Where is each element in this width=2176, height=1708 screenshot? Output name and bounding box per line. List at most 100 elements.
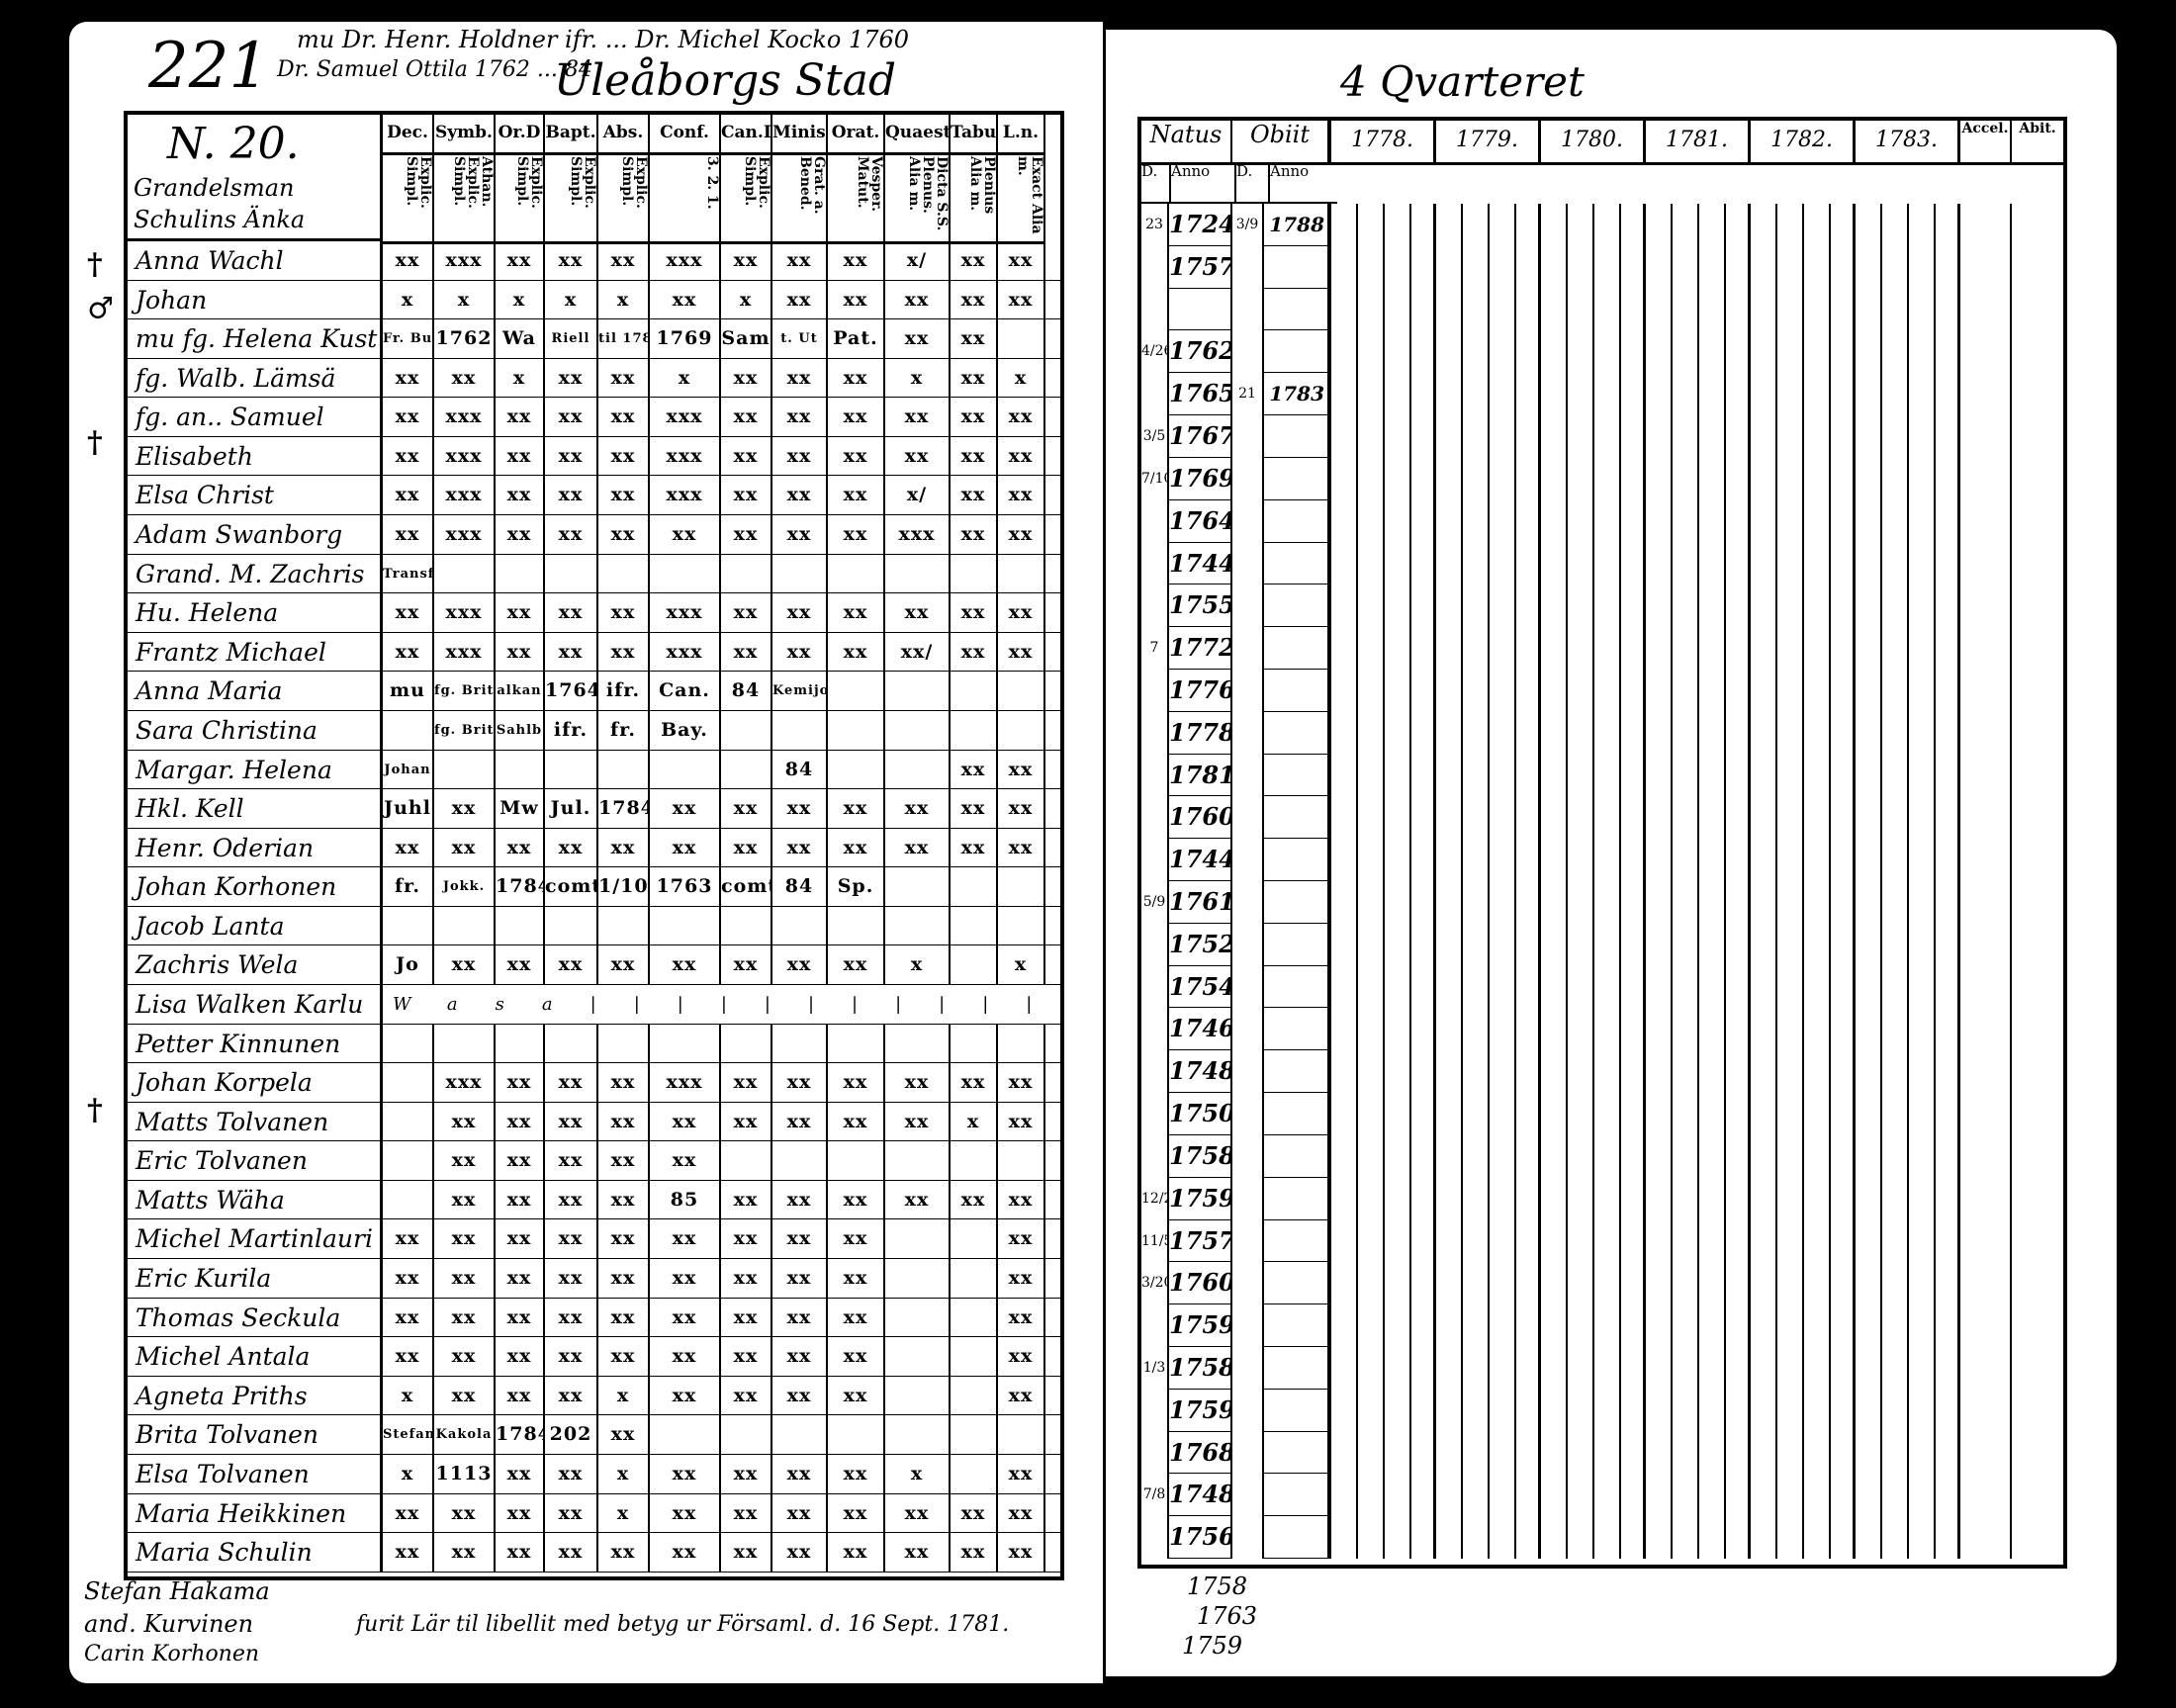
- year-cell: [1646, 1304, 1751, 1347]
- year-cell: [1541, 965, 1646, 1009]
- year-cell: [1856, 881, 1960, 924]
- birth-year: 1754: [1169, 965, 1232, 1009]
- register-row: 1759: [1141, 1389, 2063, 1432]
- death-year: [1264, 1474, 1331, 1517]
- column-header: Orat.: [828, 115, 885, 152]
- mark-cell: xx: [598, 398, 650, 436]
- mark-cell: Can.: [650, 672, 721, 710]
- abit-cell: [2012, 924, 2063, 966]
- mark-cell: xx: [721, 1376, 772, 1415]
- register-row: 1752: [1141, 923, 2063, 966]
- year-cell: [1331, 1516, 1436, 1559]
- year-header: 1780.: [1541, 121, 1646, 162]
- bottom-year: 1759: [1182, 1632, 1243, 1660]
- mark-cell: xx: [721, 789, 772, 828]
- birth-day: [1141, 1093, 1169, 1135]
- mark-cell: xx: [721, 1063, 772, 1102]
- year-cell: [1331, 1262, 1436, 1305]
- right-subheaders: D. Anno D. Anno: [1141, 162, 1337, 204]
- abit-cell: [2012, 1262, 2063, 1304]
- mark-cell: [885, 672, 951, 710]
- mark-strip: Wasa|||||||||||: [393, 993, 1045, 1015]
- mark-cell: 1784: [598, 789, 650, 828]
- table-row: Sara Christina fg. BritaSahlbifr.fr.Bay.: [128, 710, 1060, 751]
- register-row: 1778: [1141, 711, 2063, 755]
- mark-cell: xx: [828, 1063, 885, 1102]
- mark-cell: xx: [545, 1376, 598, 1415]
- table-row: Maria Schulin xx xx xx xx xx xx xx xx xx xx xx xx: [128, 1533, 1060, 1573]
- abit-cell: [2012, 1135, 2063, 1178]
- mark-cell: fr.: [598, 710, 650, 750]
- accel-cell: [1960, 839, 2012, 881]
- natus-anno: Anno: [1171, 162, 1236, 202]
- mark-cell: xx: [721, 1102, 772, 1141]
- mark-cell: xxx: [434, 436, 496, 476]
- mark-cell: xx: [721, 1337, 772, 1376]
- mark-cell: xx: [998, 1102, 1045, 1141]
- mark-cell: xx: [434, 789, 496, 828]
- year-cell: [1856, 288, 1960, 331]
- mark-cell: x: [598, 280, 650, 319]
- mark-cell: xx: [772, 1102, 828, 1141]
- year-cell: [1541, 923, 1646, 966]
- table-row: Petter Kinnunen: [128, 1024, 1060, 1064]
- mark-cell: xx: [545, 632, 598, 672]
- year-cell: [1856, 1008, 1960, 1051]
- year-cell: [1751, 542, 1856, 585]
- birth-day: 23: [1141, 204, 1169, 246]
- mark-cell: xx: [496, 476, 545, 515]
- birth-year: 1760: [1169, 796, 1232, 840]
- mark-cell: xx: [828, 945, 885, 984]
- mark-cell: x/: [885, 476, 951, 515]
- mark-cell: [496, 554, 545, 593]
- table-row: Margar. Helena Johan 84 xx xx: [128, 750, 1060, 790]
- mark-cell: ifr.: [598, 672, 650, 710]
- year-cell: [1436, 965, 1541, 1009]
- year-cell: [1436, 415, 1541, 458]
- mark-cell: 1113: [434, 1454, 496, 1493]
- mark-cell: x: [998, 945, 1045, 984]
- member-name: Michel Martinlauri: [128, 1219, 383, 1259]
- male-symbol: ♂: [87, 292, 114, 326]
- mark-cell: xx: [998, 241, 1045, 280]
- column-subheader: Explic. Simpl.: [496, 152, 545, 241]
- mark-cell: xx: [998, 1219, 1045, 1259]
- year-cell: [1436, 1134, 1541, 1178]
- year-cell: [1751, 1093, 1856, 1135]
- year-cell: [1331, 245, 1436, 289]
- mark-cell: xx: [496, 1259, 545, 1298]
- abit-cell: [2012, 1432, 2063, 1475]
- mark-cell: xx: [496, 1298, 545, 1337]
- mark-cell: xx: [383, 1533, 434, 1572]
- year-cell: [1856, 415, 1960, 458]
- year-cell: [1646, 1431, 1751, 1475]
- mark-cell: [998, 672, 1045, 710]
- mark-cell: xx: [951, 476, 998, 515]
- mark-cell: [383, 906, 434, 945]
- mark-cell: xx: [772, 1180, 828, 1219]
- mark-cell: xx: [650, 1376, 721, 1415]
- mark-cell: xx: [383, 1259, 434, 1298]
- year-cell: [1541, 1516, 1646, 1559]
- mark-cell: Fr. Buhlin: [383, 319, 434, 358]
- birth-day: [1141, 965, 1169, 1009]
- year-cell: [1856, 754, 1960, 797]
- mark-cell: alkan: [496, 672, 545, 710]
- mark-cell: [650, 1024, 721, 1063]
- birth-day: [1141, 542, 1169, 585]
- register-row: 3/5 1767: [1141, 415, 2063, 458]
- year-cell: [1331, 839, 1436, 881]
- death-day: [1232, 923, 1264, 966]
- mark-cell: xx: [721, 1219, 772, 1259]
- death-day: [1232, 1474, 1264, 1517]
- year-cell: [1331, 627, 1436, 670]
- mark-cell: xx: [383, 1219, 434, 1259]
- year-cell: [1436, 1262, 1541, 1305]
- mark-cell: xx: [496, 945, 545, 984]
- death-year: [1264, 330, 1331, 374]
- mark-cell: xx: [721, 828, 772, 867]
- year-cell: [1646, 1516, 1751, 1559]
- mark-cell: [772, 1415, 828, 1454]
- register-row: 1765 21 1783: [1141, 373, 2063, 416]
